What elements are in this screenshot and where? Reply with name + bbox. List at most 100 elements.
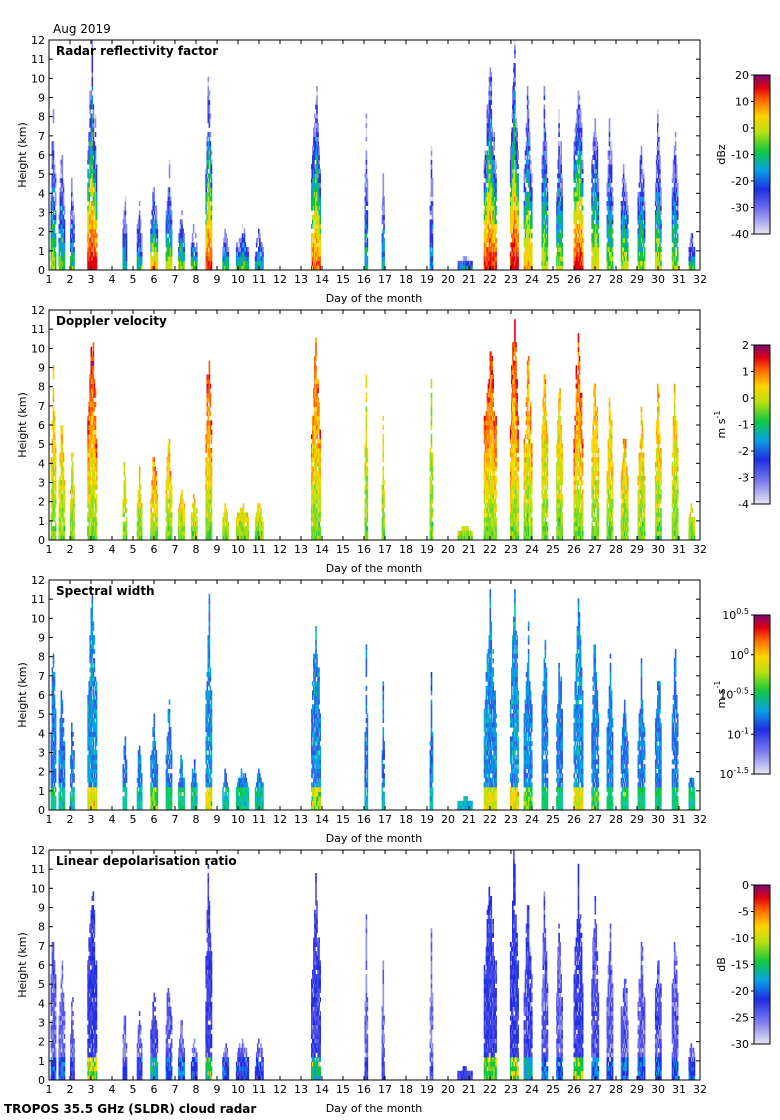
data-cell [558,113,560,119]
data-cell [527,205,530,211]
data-cell [528,136,531,142]
data-cell [541,224,544,229]
data-cell [91,127,94,133]
data-cell [71,247,73,252]
data-cell [626,224,628,229]
data-cell [560,265,562,270]
data-cell [490,233,493,239]
data-cell [527,164,530,170]
data-cell [243,256,246,262]
data-cell [487,210,490,216]
data-cell [167,210,170,216]
data-cell [660,260,662,266]
data-cell [205,219,207,225]
data-cell [545,155,548,160]
data-cell [592,214,594,220]
data-cell [431,191,434,197]
data-cell [91,49,94,55]
data-cell [596,251,599,257]
data-cell [192,242,195,248]
data-cell [139,247,142,252]
data-cell [243,237,246,243]
data-cell [546,214,549,220]
data-cell [513,63,515,68]
data-cell [52,113,55,119]
data-cell [637,214,640,220]
data-cell [560,233,562,239]
data-cell [609,237,612,243]
data-cell [492,233,494,239]
data-cell [62,237,65,243]
data-cell [165,228,168,234]
data-cell [53,507,56,513]
data-cell [511,182,513,188]
data-cell [608,256,611,262]
data-cell [92,429,95,435]
data-cell [182,228,184,234]
data-cell [642,168,645,174]
data-cell [621,187,624,193]
data-cell [556,196,558,202]
data-cell [167,507,170,513]
data-cell [575,228,578,234]
data-cell [606,247,609,252]
data-cell [627,210,629,216]
data-cell [544,260,547,266]
data-cell [314,260,316,266]
data-cell [591,237,593,243]
data-cell [638,247,641,252]
data-cell [676,178,679,183]
data-cell [168,247,171,252]
data-cell [485,196,488,202]
data-cell [94,205,97,211]
data-cell [137,214,140,220]
data-cell [517,247,519,252]
data-cell [51,535,54,540]
data-cell [483,256,486,262]
data-cell [516,228,518,234]
data-cell [541,265,544,270]
data-cells [50,40,696,270]
data-cell [658,159,660,165]
data-cell [178,251,180,257]
data-cell [61,434,64,440]
data-cell [61,494,64,499]
data-cell [140,521,143,527]
data-cell [311,247,313,252]
data-cell [178,535,180,540]
data-cell [431,242,434,248]
data-cell [196,265,198,270]
data-cell [577,256,580,262]
data-cell [676,260,679,266]
data-cell [495,265,497,270]
data-cell [576,205,579,211]
data-cell [53,187,56,193]
data-cell [639,251,642,257]
data-cell [556,224,558,229]
data-cell [578,109,581,114]
data-cell [492,191,494,197]
y-tick-label: 12 [31,34,45,47]
data-cell [543,242,546,248]
data-cell [94,228,97,234]
data-cell [53,420,56,426]
data-cell [594,233,597,239]
data-cell [151,489,153,495]
data-cell [528,122,531,128]
data-cell [169,535,172,540]
data-cell [594,136,597,142]
data-cell [170,526,173,532]
data-cell [90,484,93,490]
data-cell [485,260,488,266]
data-cell [576,247,579,252]
data-cell [89,210,91,216]
data-cell [92,457,95,463]
data-cell [576,228,579,234]
data-cell [579,122,582,128]
data-cell [383,256,385,262]
data-cell [60,530,63,536]
data-cell [658,141,660,147]
data-cell [60,521,63,527]
data-cell [488,260,491,266]
data-cell [546,247,549,252]
